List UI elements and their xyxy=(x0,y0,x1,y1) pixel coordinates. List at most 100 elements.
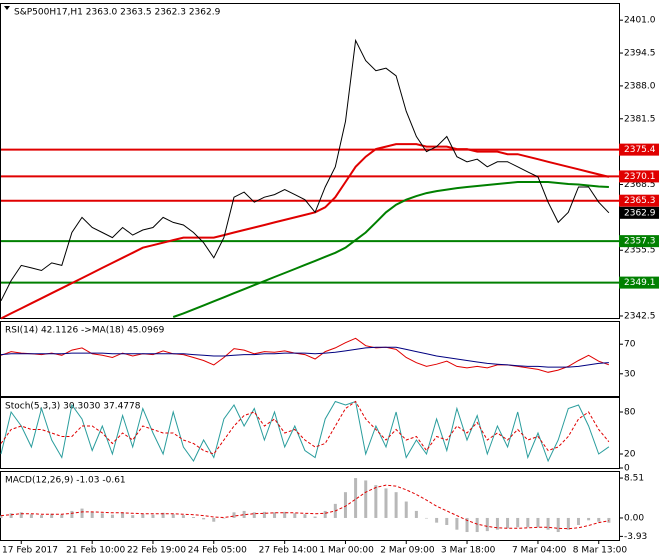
bar xyxy=(90,511,94,518)
bar xyxy=(425,517,429,519)
series-line xyxy=(0,400,610,455)
bar xyxy=(181,515,185,518)
bar xyxy=(587,517,591,521)
bar xyxy=(80,508,84,518)
bar xyxy=(364,480,368,518)
rsi-panel xyxy=(0,321,620,397)
series-line xyxy=(0,346,609,368)
x-tick-label: 1 Mar 00:00 xyxy=(319,546,374,556)
bar xyxy=(9,513,13,518)
y-tick-label: 2368.5 xyxy=(624,180,656,190)
bar xyxy=(536,517,540,528)
bar xyxy=(566,517,570,530)
panel-title: RSI(14) 42.1126 ->MA(18) 45.0969 xyxy=(5,326,165,336)
bar xyxy=(242,510,246,518)
bar xyxy=(273,512,277,518)
bar xyxy=(50,513,54,518)
y-tick-label: 2394.5 xyxy=(624,49,656,59)
level-label: 2370.1 xyxy=(624,172,656,182)
bar xyxy=(485,517,489,532)
bar xyxy=(40,515,44,518)
bar xyxy=(404,501,408,518)
bar xyxy=(252,512,256,518)
bar xyxy=(607,517,611,523)
bar xyxy=(121,512,125,518)
bar xyxy=(131,515,135,518)
y-tick-label: 0.00 xyxy=(624,513,644,523)
bar xyxy=(70,510,74,518)
bar xyxy=(110,514,114,518)
bar xyxy=(475,517,479,533)
y-tick-label: 2401.0 xyxy=(624,16,656,26)
series-line xyxy=(0,38,610,302)
panel-title: MACD(12,26,9) -1.03 -0.61 xyxy=(5,476,126,486)
level-box xyxy=(619,276,659,289)
bar xyxy=(374,485,378,518)
level-label: 2349.1 xyxy=(624,278,656,288)
level-box xyxy=(619,170,659,183)
series-line xyxy=(0,484,609,530)
bar xyxy=(60,514,64,518)
level-box xyxy=(619,235,659,248)
bar xyxy=(202,517,206,520)
bar xyxy=(455,517,459,530)
bar xyxy=(556,517,560,533)
bar xyxy=(313,516,317,518)
series-line xyxy=(0,143,610,320)
series-line xyxy=(0,400,610,463)
y-tick-label: 0 xyxy=(624,464,630,474)
bar xyxy=(506,517,510,529)
y-tick-label: 2355.5 xyxy=(624,246,656,256)
bar xyxy=(445,517,449,525)
y-tick-label: 30 xyxy=(624,369,636,379)
level-label: 2375.4 xyxy=(624,145,656,155)
bar xyxy=(384,488,388,518)
panel-title: S&P500H17,H1 2363.0 2363.5 2362.3 2362.9 xyxy=(14,8,221,18)
x-tick-label: 22 Feb 19:00 xyxy=(127,546,186,556)
bar xyxy=(323,510,327,518)
y-tick-label: 2388.0 xyxy=(624,81,656,91)
bar xyxy=(171,514,175,518)
menu-arrow xyxy=(4,6,10,10)
bar xyxy=(283,511,287,518)
bar xyxy=(435,517,439,523)
bar xyxy=(0,515,3,518)
bar xyxy=(100,513,104,518)
bar xyxy=(141,514,145,518)
bar xyxy=(576,517,580,525)
last-price-label: 2362.9 xyxy=(624,208,656,218)
bar xyxy=(262,511,266,518)
bar xyxy=(293,513,297,518)
x-tick-label: 3 Mar 18:00 xyxy=(441,546,496,556)
level-box xyxy=(619,194,659,207)
x-tick-label: 8 Mar 13:00 xyxy=(573,546,628,556)
x-tick-label: 24 Feb 05:00 xyxy=(188,546,247,556)
x-tick-label: 2 Mar 09:00 xyxy=(380,546,435,556)
bar xyxy=(414,510,418,518)
bar xyxy=(191,517,195,518)
level-label: 2357.3 xyxy=(624,237,656,247)
y-tick-label: 80 xyxy=(624,408,636,418)
y-tick-label: -3.93 xyxy=(624,532,647,542)
y-tick-label: 2342.5 xyxy=(624,311,656,321)
bar xyxy=(526,517,530,528)
bar xyxy=(343,492,347,518)
last-price-box xyxy=(619,206,659,219)
x-tick-label: 21 Feb 10:00 xyxy=(66,546,125,556)
bar xyxy=(394,492,398,518)
x-tick-label: 17 Feb 2017 xyxy=(2,546,58,556)
bar xyxy=(303,514,307,518)
bar xyxy=(465,517,469,533)
bar xyxy=(29,514,33,518)
level-box xyxy=(619,143,659,156)
bar xyxy=(546,517,550,530)
x-tick-label: 7 Mar 04:00 xyxy=(512,546,567,556)
bar xyxy=(151,514,155,518)
y-tick-label: 8.51 xyxy=(624,474,644,484)
y-tick-label: 20 xyxy=(624,450,636,460)
stoch-panel xyxy=(0,397,620,469)
y-tick-label: 70 xyxy=(624,340,636,350)
bar xyxy=(232,512,236,518)
bar xyxy=(161,512,165,518)
